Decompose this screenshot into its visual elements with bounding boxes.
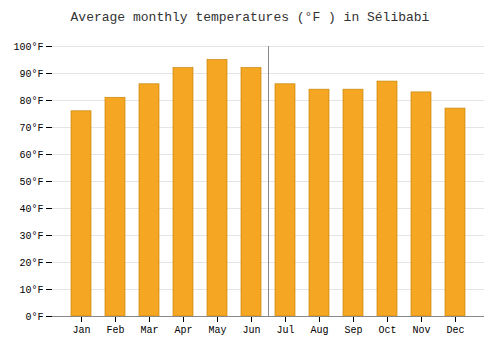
svg-text:Jan: Jan (72, 325, 90, 336)
svg-text:Oct: Oct (378, 325, 396, 336)
svg-text:May: May (208, 325, 226, 336)
svg-text:30°F: 30°F (19, 231, 43, 242)
svg-text:Sep: Sep (344, 325, 362, 336)
svg-text:80°F: 80°F (19, 96, 43, 107)
svg-text:Dec: Dec (446, 325, 464, 336)
svg-text:0°F: 0°F (25, 312, 43, 323)
svg-text:10°F: 10°F (19, 285, 43, 296)
svg-text:Aug: Aug (310, 325, 328, 336)
svg-text:40°F: 40°F (19, 204, 43, 215)
svg-text:Apr: Apr (174, 325, 192, 336)
svg-text:Nov: Nov (412, 325, 430, 336)
svg-text:Jun: Jun (242, 325, 260, 336)
svg-text:90°F: 90°F (19, 69, 43, 80)
svg-text:Feb: Feb (106, 325, 124, 336)
svg-text:20°F: 20°F (19, 258, 43, 269)
svg-text:60°F: 60°F (19, 150, 43, 161)
svg-text:70°F: 70°F (19, 123, 43, 134)
svg-text:Jul: Jul (276, 325, 294, 336)
svg-text:Mar: Mar (140, 325, 158, 336)
svg-text:50°F: 50°F (19, 177, 43, 188)
html-text:Average monthly temperatures (: Average monthly temperatures (°F ) in Sé… (70, 10, 430, 25)
svg-text:100°F: 100°F (13, 42, 43, 53)
